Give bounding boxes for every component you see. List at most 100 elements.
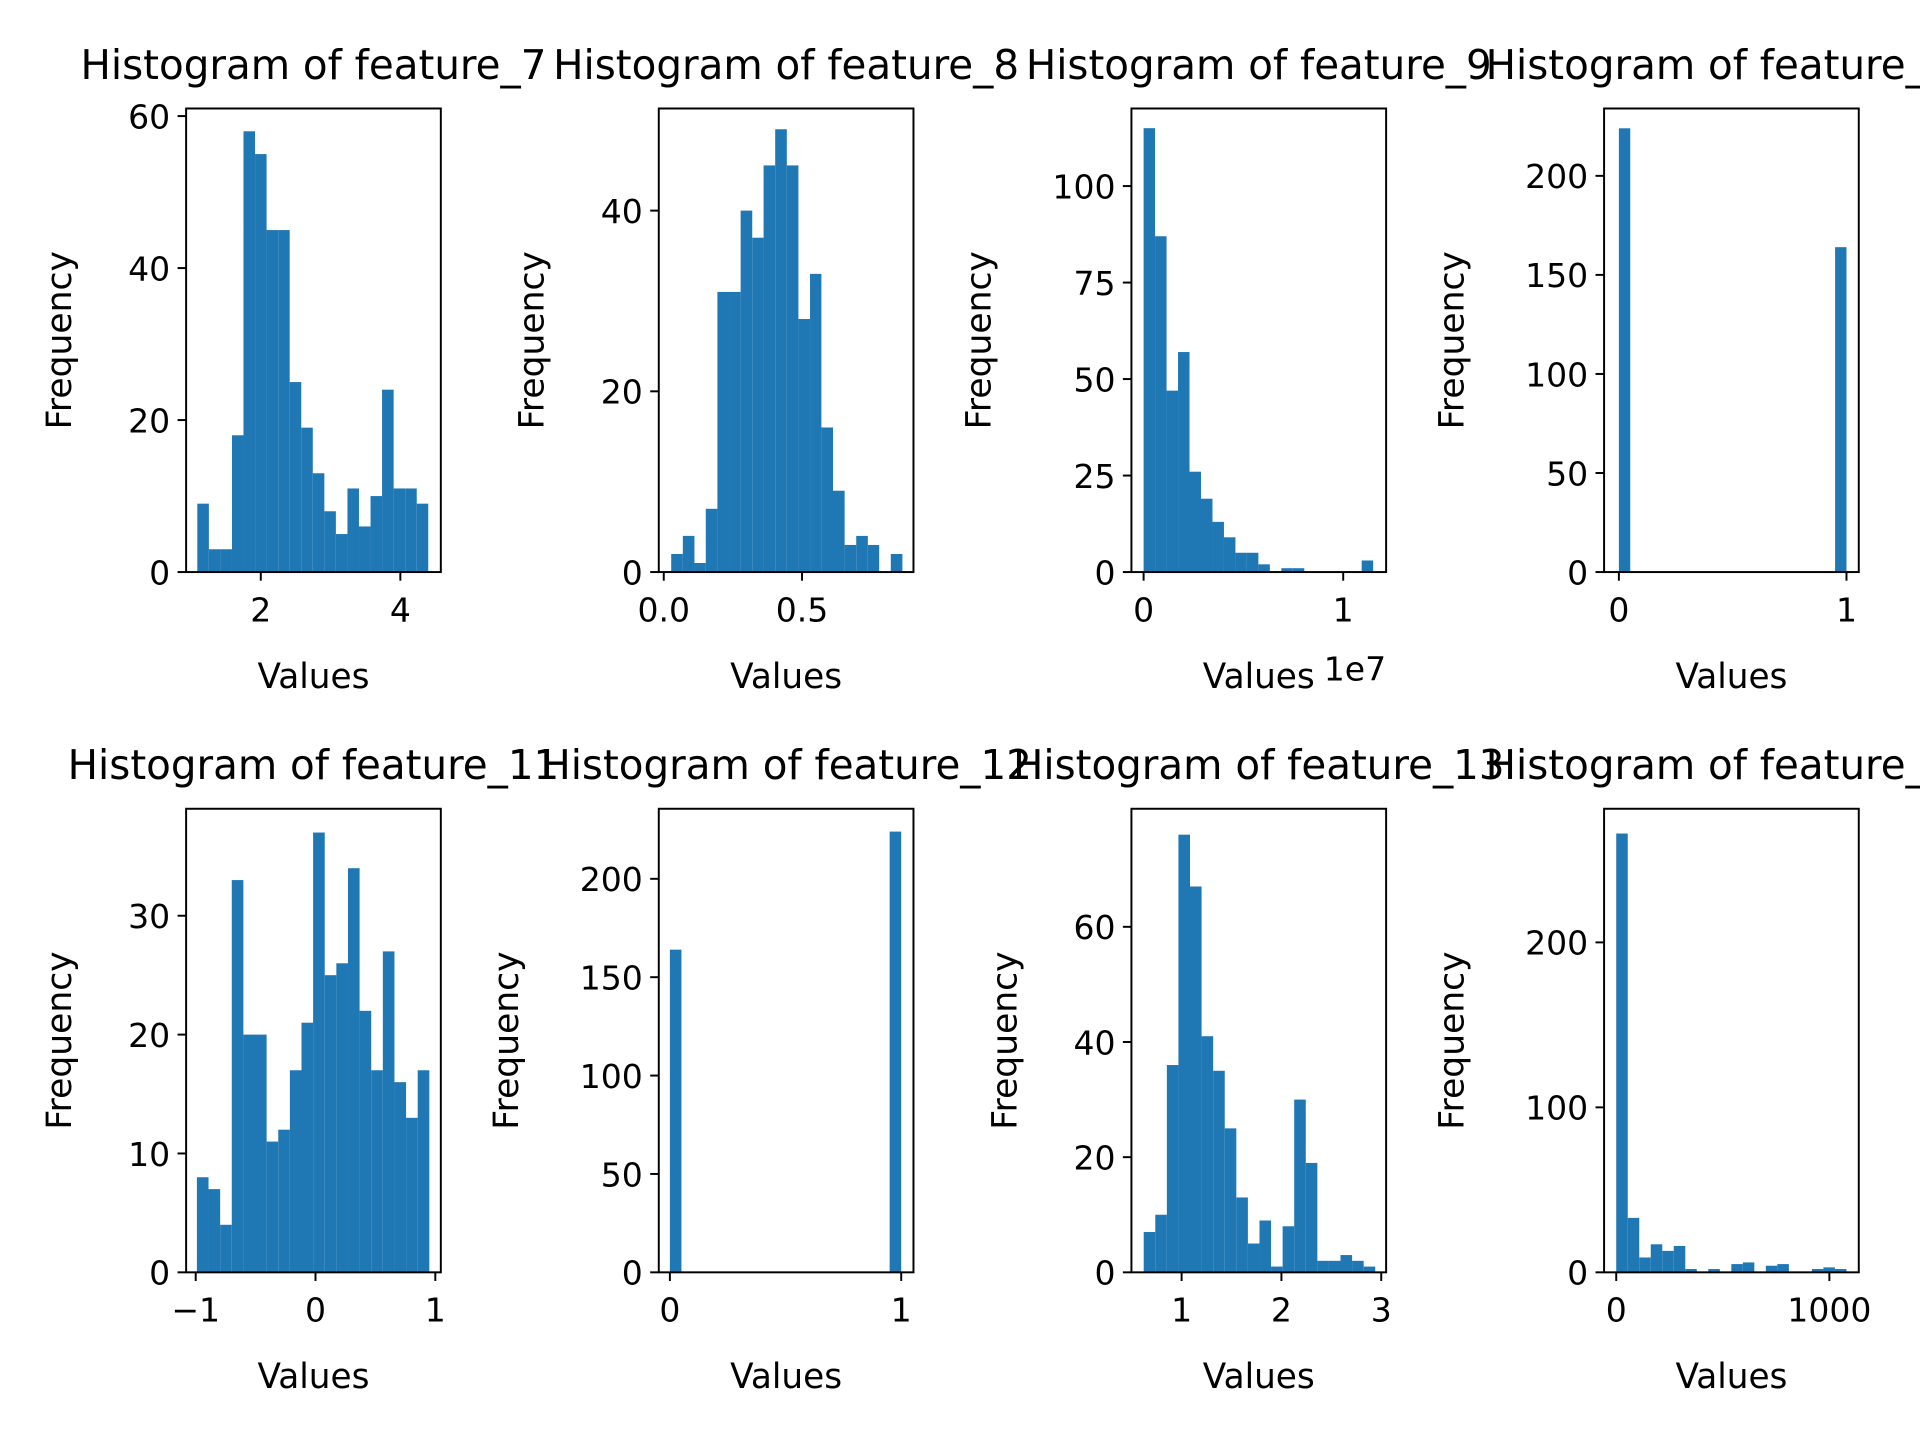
bar	[1708, 1269, 1720, 1273]
bar	[278, 230, 290, 573]
bar	[1618, 128, 1631, 573]
bar	[370, 496, 383, 573]
bar	[382, 389, 394, 573]
bar	[243, 131, 256, 573]
chart-title: Histogram of feature_11	[68, 741, 560, 789]
bar	[1328, 1260, 1341, 1273]
bar	[347, 868, 360, 1273]
bar	[405, 488, 417, 573]
bar	[393, 488, 406, 573]
x-tick-label: 0.5	[776, 590, 829, 629]
x-axis-label: Values	[257, 1357, 369, 1397]
chart-title: Histogram of feature_9	[1026, 41, 1492, 89]
bar	[289, 1070, 302, 1273]
bar	[301, 427, 313, 573]
bar	[1742, 1262, 1755, 1273]
bar	[417, 1070, 430, 1273]
bar	[1235, 552, 1247, 573]
x-tick-label: 2	[1271, 1291, 1292, 1330]
y-tick-label: 200	[580, 860, 643, 899]
y-tick-label: 10	[128, 1135, 170, 1174]
y-tick-label: 60	[1073, 908, 1115, 947]
y-tick-label: 200	[1525, 924, 1588, 963]
x-tick-label: 4	[390, 590, 411, 629]
x-tick-label: 0.0	[637, 590, 690, 629]
y-tick-label: 0	[622, 553, 643, 592]
y-axis-label: Frequency	[1432, 951, 1472, 1129]
bar	[786, 165, 799, 573]
y-tick-label: 100	[1525, 355, 1588, 394]
bar	[324, 511, 336, 573]
y-tick-label: 0	[1094, 1254, 1115, 1293]
bar	[324, 975, 337, 1273]
x-axis-label: Values	[730, 657, 842, 697]
bar	[752, 237, 764, 573]
bar	[729, 291, 741, 573]
bar	[1189, 471, 1201, 573]
bar	[1155, 1214, 1167, 1273]
x-axis-label: Values	[257, 657, 369, 697]
x-tick-label: 1	[891, 1291, 912, 1330]
bar	[694, 563, 706, 573]
y-tick-label: 40	[128, 249, 170, 288]
y-axis-label: Frequency	[513, 251, 553, 429]
bar	[266, 230, 279, 573]
bar	[1178, 352, 1190, 573]
bar	[890, 553, 903, 573]
bar	[1317, 1260, 1329, 1273]
y-tick-label: 50	[1073, 360, 1115, 399]
x-tick-label: 2	[250, 590, 271, 629]
bar	[382, 951, 395, 1273]
x-tick-label: 0	[659, 1291, 680, 1330]
bar	[266, 1141, 279, 1273]
bar	[1282, 1226, 1295, 1273]
bar	[359, 1010, 372, 1273]
bar	[1143, 128, 1156, 573]
bar	[856, 535, 868, 573]
bar	[208, 549, 221, 573]
x-tick-label: 0	[1608, 590, 1629, 629]
bar	[867, 544, 880, 573]
bar	[810, 273, 822, 573]
chart-title: Histogram of feature_7	[81, 41, 547, 89]
y-axis-label: Frequency	[985, 951, 1025, 1129]
bar	[406, 1117, 418, 1273]
bar	[243, 1034, 256, 1273]
bar	[1236, 1197, 1248, 1273]
bar	[1281, 568, 1293, 573]
bar	[394, 1082, 407, 1273]
y-tick-label: 75	[1073, 264, 1115, 303]
bar	[705, 508, 718, 573]
y-tick-label: 100	[1052, 167, 1115, 206]
x-axis-label: Values	[1203, 657, 1315, 697]
bar	[1166, 1065, 1179, 1273]
y-axis-label: Frequency	[40, 951, 80, 1129]
y-tick-label: 60	[128, 97, 170, 136]
x-tick-label: −1	[171, 1291, 220, 1330]
bar	[313, 832, 325, 1273]
y-tick-label: 0	[149, 553, 170, 592]
chart-title: Histogram of feature_8	[553, 41, 1019, 89]
bar	[1777, 1264, 1789, 1273]
bar	[1834, 1269, 1847, 1273]
axes-frame	[1603, 807, 1860, 1274]
bar	[301, 1022, 314, 1273]
x-tick-label: 1	[1836, 590, 1857, 629]
y-tick-label: 100	[1525, 1089, 1588, 1128]
bar	[682, 535, 695, 573]
x-tick-label: 0	[1133, 590, 1154, 629]
bar	[889, 831, 902, 1273]
bar	[197, 503, 209, 573]
chart-title: Histogram of feature_12	[540, 741, 1032, 789]
bar	[1155, 236, 1167, 573]
bar	[1223, 537, 1236, 573]
bar	[1258, 564, 1270, 573]
y-tick-label: 50	[601, 1155, 643, 1194]
bar	[1292, 568, 1305, 573]
y-tick-label: 0	[1567, 553, 1588, 592]
bar	[416, 503, 429, 573]
x-tick-label: 0	[305, 1291, 326, 1330]
bar	[1616, 833, 1628, 1273]
